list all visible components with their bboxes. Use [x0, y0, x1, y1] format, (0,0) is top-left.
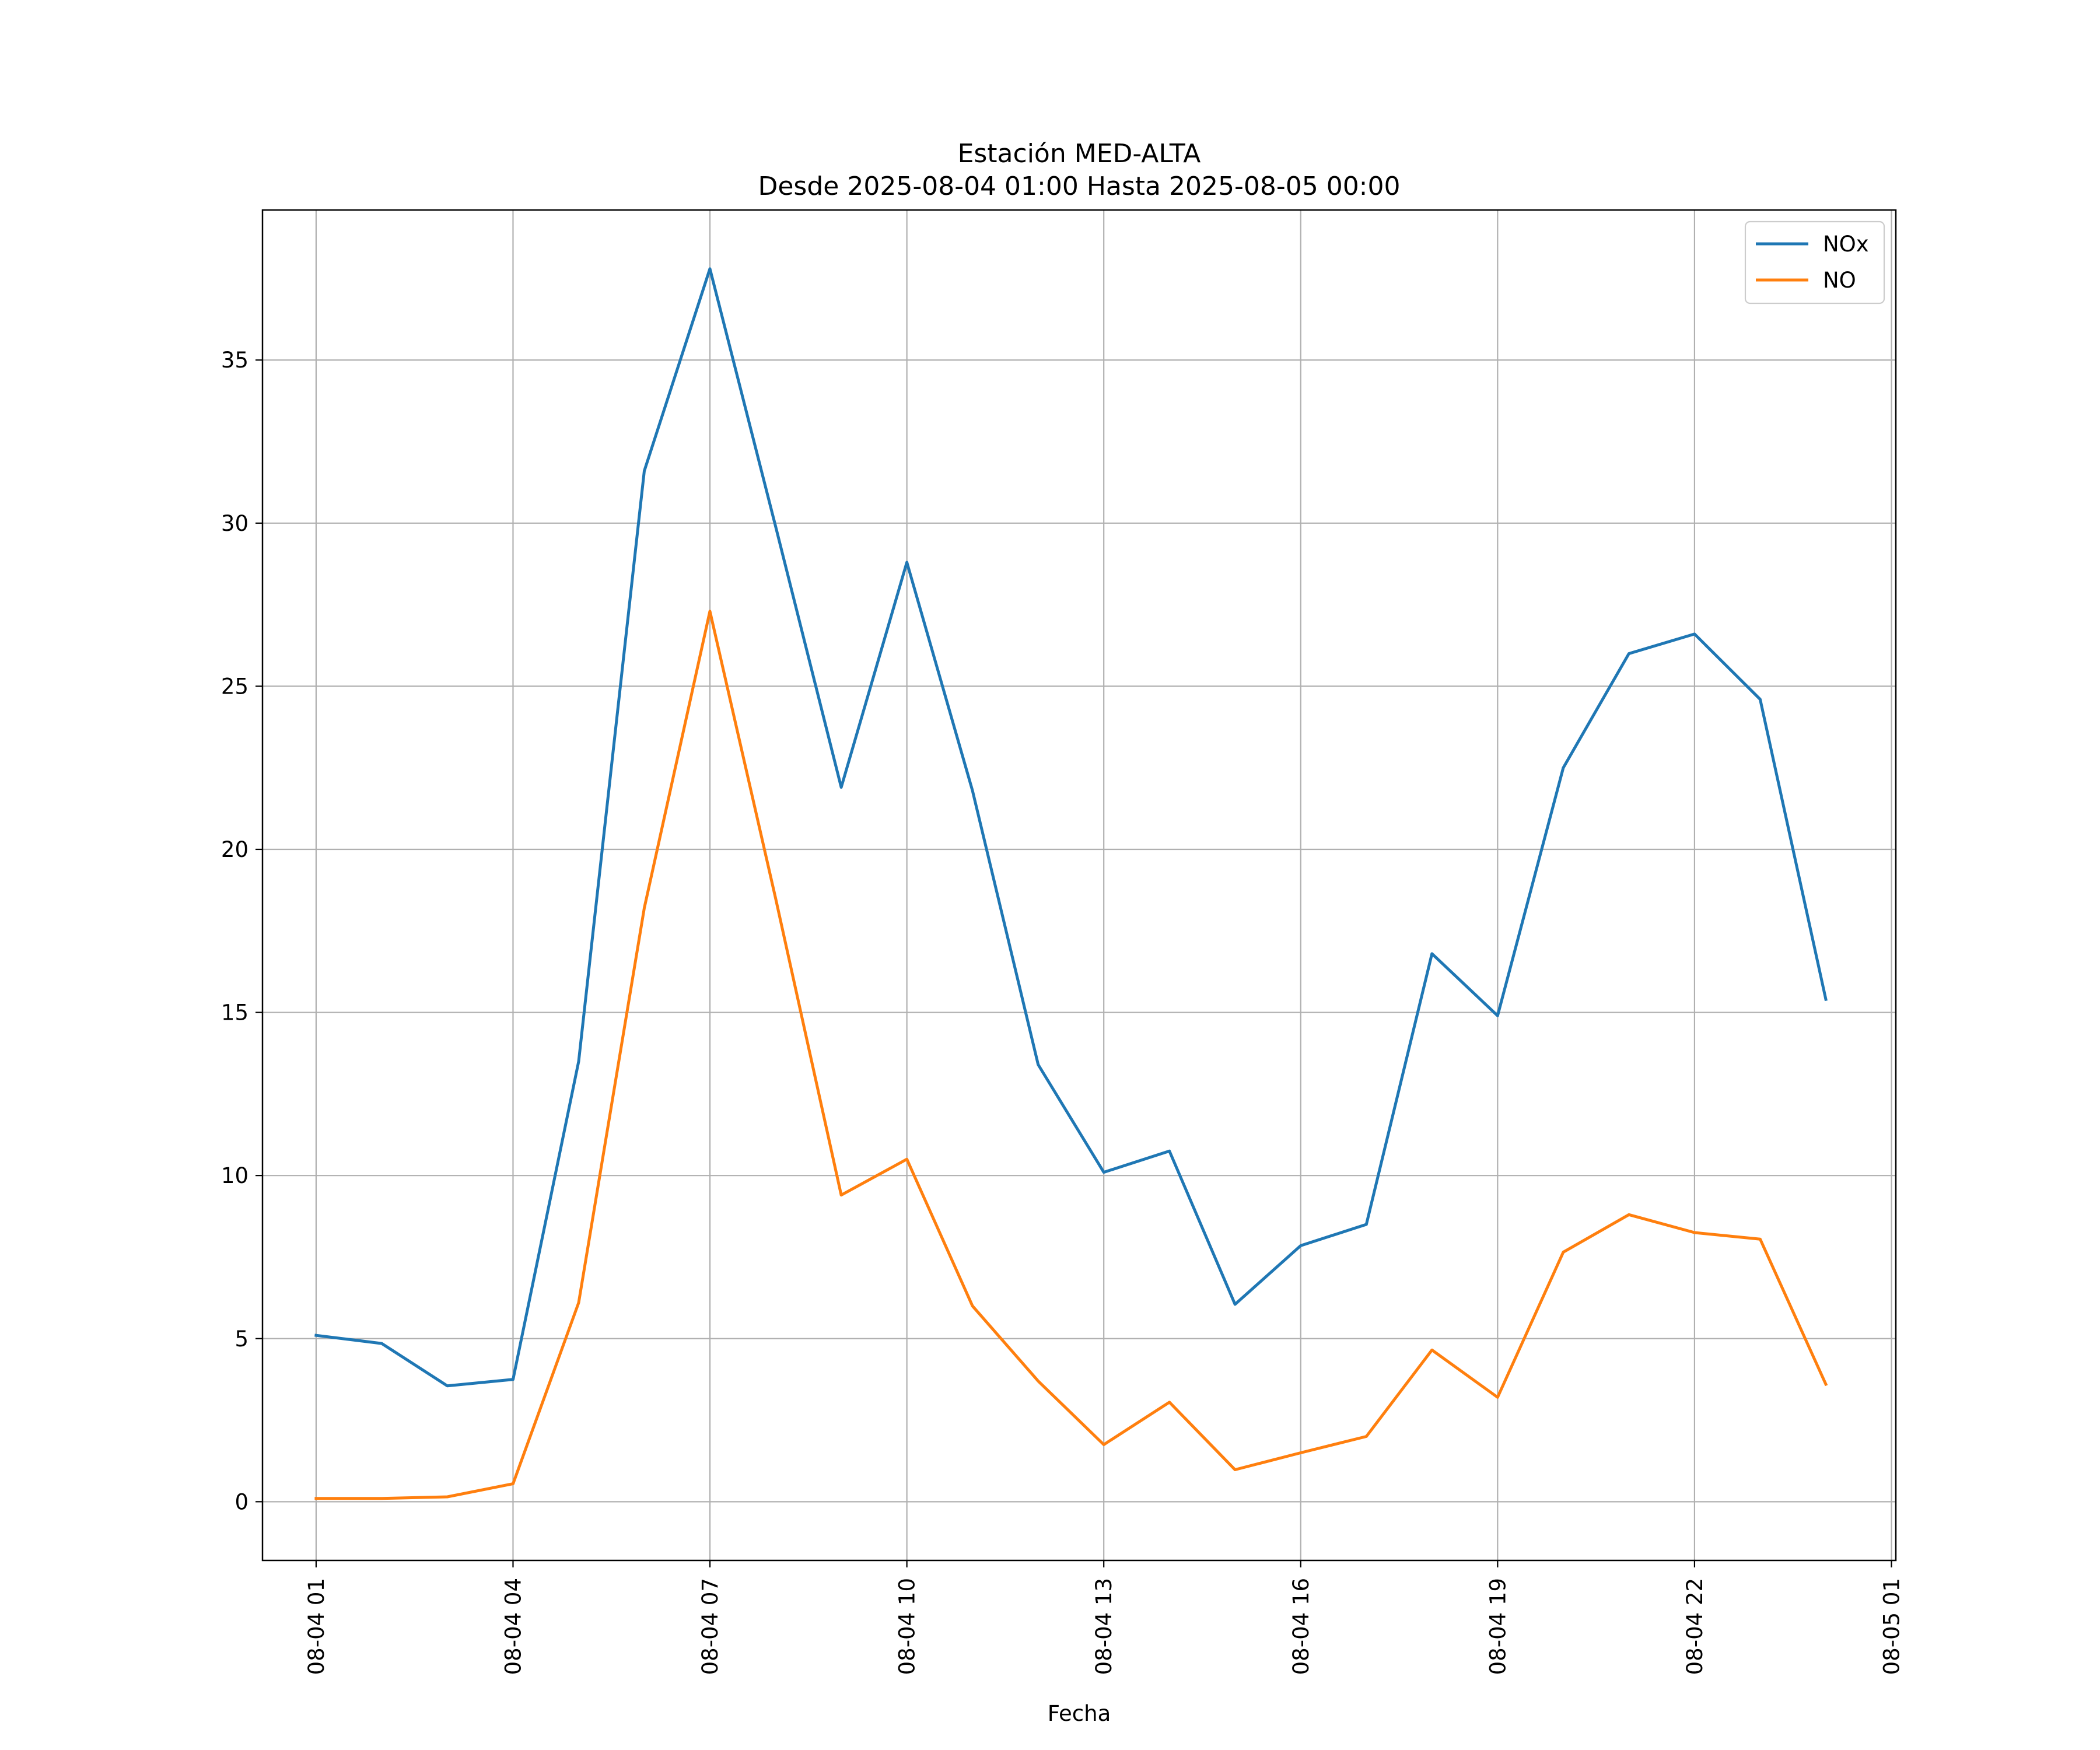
y-tick-label: 0 — [235, 1489, 249, 1514]
x-tick-label: 08-05 01 — [1879, 1578, 1904, 1675]
x-tick-label: 08-04 16 — [1289, 1578, 1314, 1675]
legend-label-nox: NOx — [1823, 232, 1869, 257]
y-tick-label: 5 — [235, 1326, 249, 1352]
x-tick-label: 08-04 13 — [1091, 1578, 1116, 1675]
chart-subtitle: Desde 2025-08-04 01:00 Hasta 2025-08-05 … — [758, 172, 1400, 201]
plot-frame — [261, 209, 1897, 1562]
y-tick-label: 20 — [221, 837, 249, 862]
grid — [262, 210, 1896, 1560]
y-tick-label: 10 — [221, 1163, 249, 1188]
x-tick-label: 08-04 07 — [698, 1578, 723, 1675]
x-tick-label: 08-04 22 — [1682, 1578, 1707, 1675]
chart-title: Estación MED-ALTA — [958, 139, 1201, 169]
x-tick-label: 08-04 01 — [304, 1578, 329, 1675]
series — [314, 267, 1828, 1500]
legend-box — [1744, 220, 1885, 304]
y-tick-label: 30 — [221, 511, 249, 536]
legend: NOx NO — [1744, 220, 1885, 304]
x-axis-label: Fecha — [1048, 1701, 1111, 1726]
series-line-nox — [314, 267, 1828, 1388]
y-tick-label: 15 — [221, 1000, 249, 1026]
series-line-no — [314, 610, 1828, 1500]
ticks: 0 5 10 15 20 25 30 35 08-04 01 08-04 04 08-04 07 08… — [221, 348, 1905, 1675]
y-tick-label: 35 — [221, 348, 249, 373]
x-tick-label: 08-04 10 — [895, 1578, 920, 1675]
legend-label-no: NO — [1823, 268, 1856, 293]
x-tick-label: 08-04 04 — [501, 1578, 526, 1675]
x-tick-label: 08-04 19 — [1485, 1578, 1510, 1675]
y-tick-label: 25 — [221, 674, 249, 699]
